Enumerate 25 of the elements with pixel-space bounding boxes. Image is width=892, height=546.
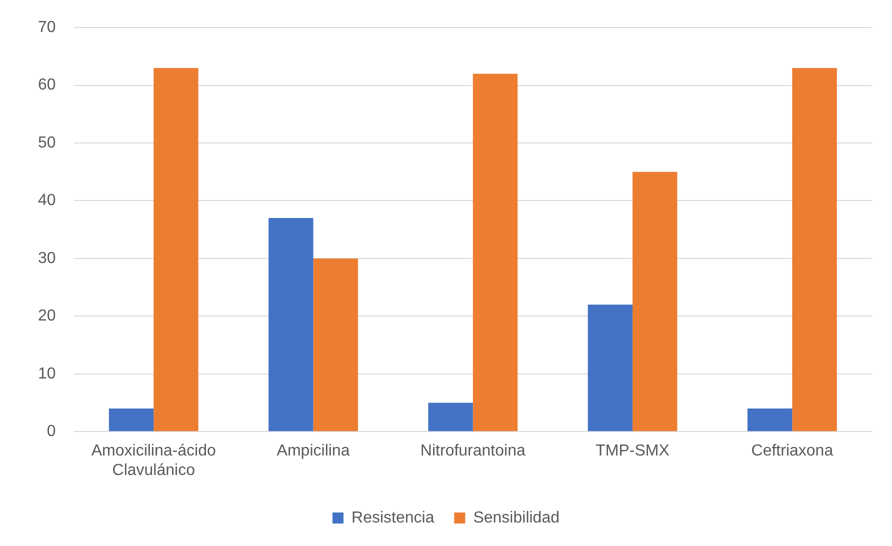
y-tick-label: 70 bbox=[38, 19, 56, 36]
y-tick-label: 30 bbox=[38, 250, 56, 267]
bar bbox=[472, 74, 518, 432]
bar bbox=[747, 408, 792, 432]
x-tick-label: Amoxicilina-ácido Clavulánico bbox=[91, 442, 216, 479]
y-tick-label: 40 bbox=[38, 192, 56, 210]
legend-label: Sensibilidad bbox=[473, 509, 560, 526]
y-tick-label: 10 bbox=[38, 365, 56, 382]
y-tick-label: 0 bbox=[46, 423, 56, 440]
y-tick-label: 60 bbox=[38, 76, 56, 94]
bar bbox=[792, 68, 837, 432]
bar bbox=[428, 402, 473, 432]
x-tick-label: Ampicilina bbox=[276, 442, 350, 460]
bar bbox=[154, 68, 198, 432]
bar bbox=[313, 258, 358, 432]
y-tick-label: 20 bbox=[38, 308, 56, 325]
x-tick-label: Nitrofurantoina bbox=[420, 442, 526, 460]
bar bbox=[588, 304, 633, 432]
legend-label: Resistencia bbox=[352, 509, 434, 526]
x-tick-label: Ceftriaxona bbox=[751, 442, 834, 460]
y-tick-label: 50 bbox=[38, 134, 56, 152]
bar bbox=[268, 218, 314, 432]
x-tick-label: TMP-SMX bbox=[596, 442, 670, 460]
bar bbox=[632, 172, 678, 432]
bar bbox=[108, 408, 154, 432]
